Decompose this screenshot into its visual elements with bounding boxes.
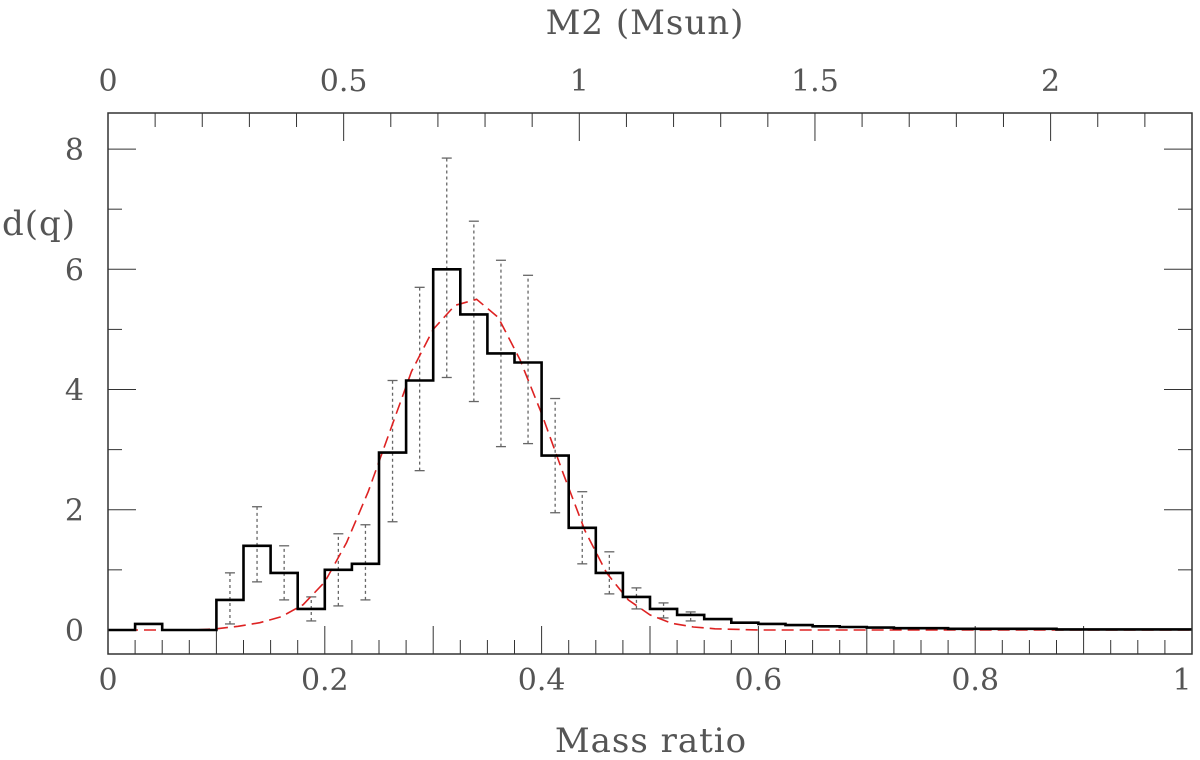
y-axis-title: d(q)	[2, 204, 76, 244]
top-tick-label: 1.5	[791, 64, 839, 99]
error-bar	[468, 220, 479, 403]
axes-group	[107, 113, 1193, 654]
error-bar	[604, 551, 615, 595]
top-tick-label: 0	[98, 64, 117, 99]
x-axis-title: Mass ratio	[555, 721, 747, 760]
error-bar	[685, 611, 696, 622]
y-tick-label: 4	[65, 374, 84, 409]
error-bar	[224, 572, 235, 625]
error-bar	[360, 524, 371, 601]
error-bar	[631, 587, 642, 610]
fit-curve	[108, 298, 1192, 631]
error-bar	[523, 274, 534, 445]
plot-frame	[107, 112, 1193, 655]
top-tick-label: 1	[570, 64, 589, 99]
error-bar	[495, 259, 506, 448]
error-bar	[414, 286, 425, 472]
y-tick-label: 6	[65, 253, 84, 288]
x-tick-label: 0.2	[301, 663, 349, 698]
x-tick-label: 0	[98, 663, 117, 698]
error-bar	[252, 506, 263, 583]
error-bar	[550, 397, 561, 514]
error-bars	[224, 157, 696, 625]
y-tick-label: 0	[65, 614, 84, 649]
top-axis-title: M2 (Msun)	[546, 3, 745, 43]
top-tick-label: 0.5	[320, 64, 368, 99]
error-bar	[441, 157, 452, 379]
x-tick-label: 0.8	[951, 663, 999, 698]
y-tick-label: 8	[65, 133, 84, 168]
error-bar	[658, 602, 669, 619]
x-tick-label: 0.4	[518, 663, 566, 698]
tick-labels: 0 0.2 0.4 0.6 0.8 1 0 0.5 1 1.5 2 0 2 4 6 8	[65, 64, 1192, 698]
y-tick-label: 2	[65, 494, 84, 529]
x-tick-label: 1	[1172, 663, 1191, 698]
histogram-steps	[108, 268, 1192, 632]
error-bar	[387, 379, 398, 523]
x-tick-label: 0.6	[735, 663, 783, 698]
top-tick-label: 2	[1041, 64, 1060, 99]
error-bar	[279, 545, 290, 601]
